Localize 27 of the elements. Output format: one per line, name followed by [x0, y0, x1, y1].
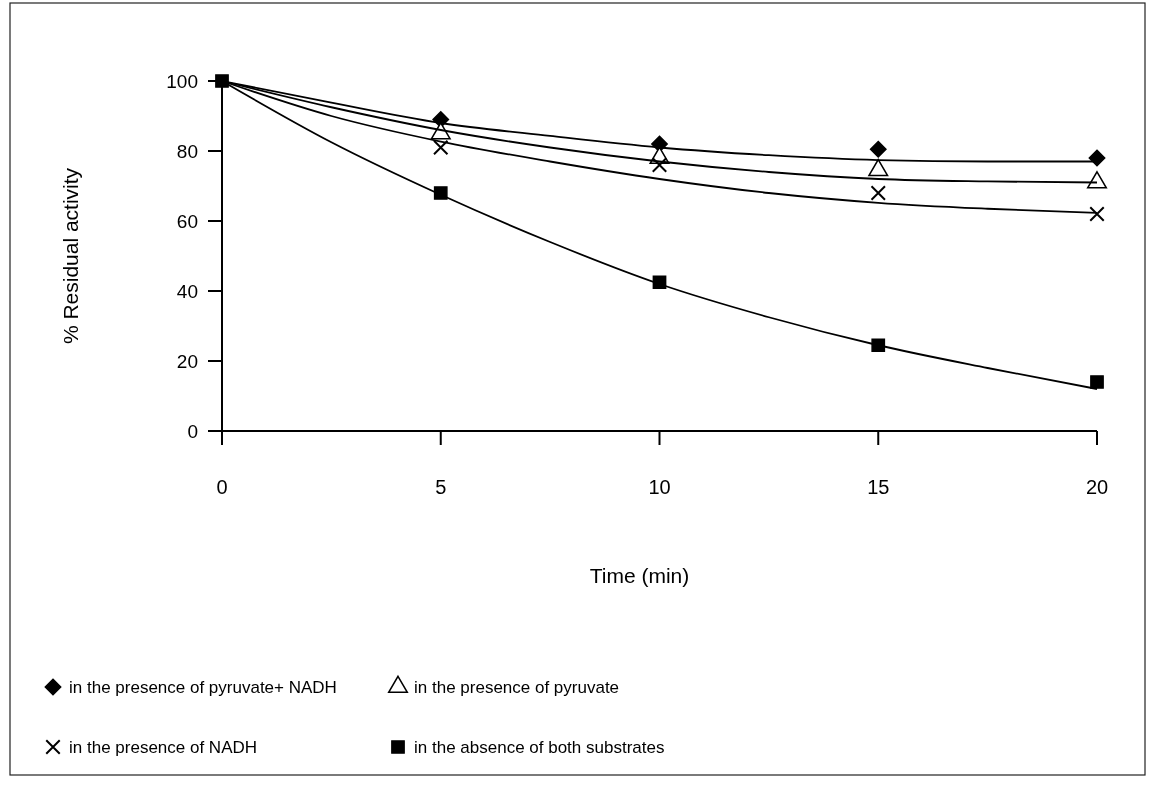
- point: [433, 186, 448, 200]
- point: [1089, 206, 1105, 222]
- legend-label: in the presence of pyruvate+ NADH: [69, 678, 337, 697]
- x-tick-label: 20: [1085, 476, 1109, 498]
- y-tick-label: 60: [176, 210, 198, 232]
- point: [871, 338, 886, 353]
- x-tick-label: 15: [867, 476, 890, 498]
- point: [1088, 149, 1106, 167]
- y-tick-label: 100: [166, 70, 198, 92]
- y-axis-title: % Residual activity: [59, 167, 82, 345]
- y-tick-label: 20: [176, 350, 198, 372]
- x-axis-title: Time (min): [589, 564, 690, 587]
- legend-label: in the presence of NADH: [69, 738, 258, 757]
- point: [870, 185, 886, 201]
- point: [433, 139, 449, 156]
- point: [1090, 375, 1104, 389]
- x-tick-label: 5: [435, 476, 447, 498]
- legend-label: in the presence of pyruvate: [414, 678, 620, 697]
- y-tick-label: 40: [176, 280, 198, 302]
- point: [869, 140, 887, 158]
- point: [651, 157, 668, 173]
- y-tick-label: 80: [176, 140, 198, 162]
- y-tick-label: 0: [187, 420, 198, 442]
- legend-label: in the absence of both substrates: [414, 738, 665, 757]
- point: [215, 74, 229, 88]
- x-tick-label: 10: [648, 476, 671, 498]
- x-tick-label: 0: [216, 476, 228, 498]
